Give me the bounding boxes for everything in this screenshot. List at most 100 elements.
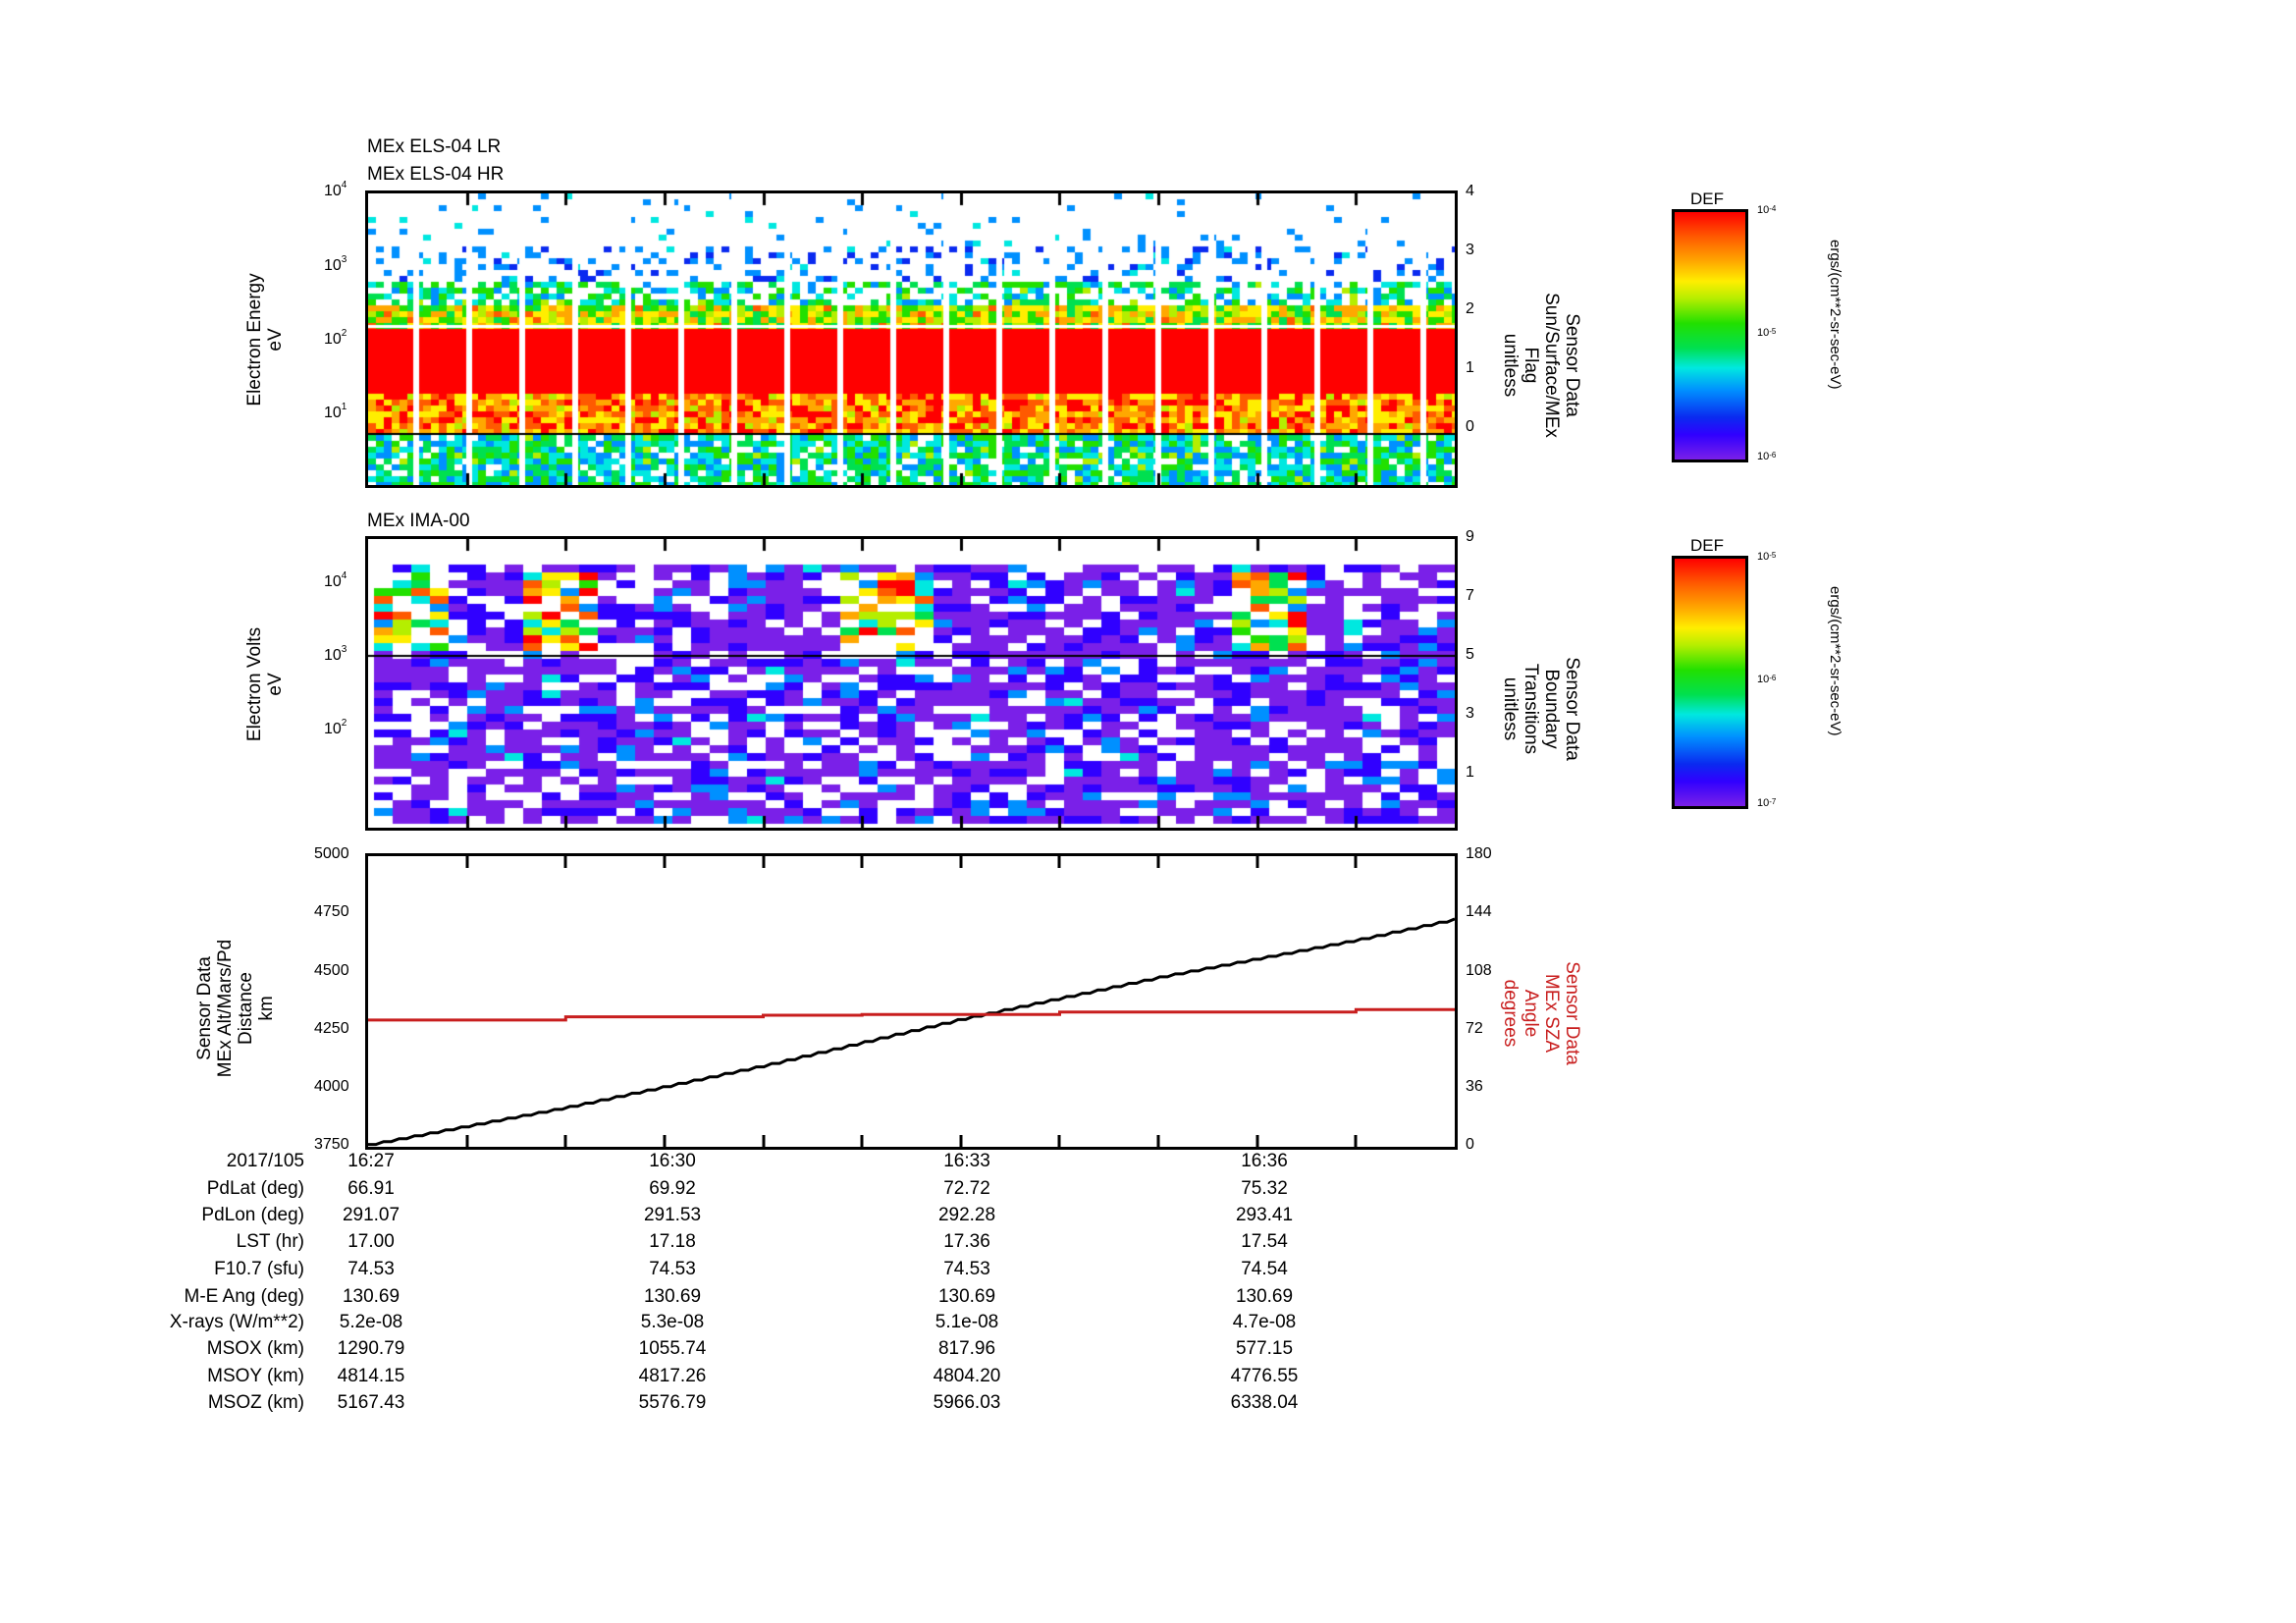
els-cb-tick-top: 10-4	[1757, 204, 1777, 216]
ephem-value: 4817.26	[638, 1366, 707, 1386]
els-colorbar-label: DEF	[1690, 189, 1724, 208]
ephem-label-f107: F10.7 (sfu)	[214, 1259, 304, 1279]
els-ytick-1e4: 104	[324, 180, 347, 199]
orbit-ytick-4500: 4500	[314, 962, 349, 979]
ephem-value: 16:27	[347, 1151, 395, 1171]
ephem-label-me-ang: M-E Ang (deg)	[184, 1286, 305, 1307]
ephem-value: 130.69	[342, 1286, 400, 1307]
ephem-value: 17.54	[1241, 1231, 1288, 1252]
ima-cb-tick-mid: 10-6	[1757, 674, 1777, 685]
els-title-hr: MEx ELS-04 HR	[367, 164, 505, 185]
orbit-yright-36: 36	[1466, 1078, 1483, 1095]
ima-title: MEx IMA-00	[367, 511, 470, 531]
ephem-value: 17.18	[649, 1231, 696, 1252]
ephem-label-msoz: MSOZ (km)	[207, 1392, 304, 1413]
ephem-value: 291.07	[342, 1205, 400, 1225]
ima-ytick-1e4: 104	[324, 570, 347, 590]
ima-spectrogram-canvas	[368, 539, 1455, 828]
els-cb-tick-mid: 10-5	[1757, 327, 1777, 339]
els-yright-4: 4	[1466, 183, 1474, 199]
ephem-value: 5.2e-08	[339, 1312, 403, 1332]
ephem-value: 4776.55	[1230, 1366, 1299, 1386]
els-colorbar	[1672, 209, 1748, 462]
orbit-yright-108: 108	[1466, 962, 1492, 979]
ima-ytick-1e2: 102	[324, 718, 347, 737]
ephem-value: 74.53	[943, 1259, 990, 1279]
ima-ylabel-right: Sensor Data Boundary Transitions unitless	[1500, 657, 1582, 761]
orbit-yright-0: 0	[1466, 1136, 1474, 1153]
ima-ytick-1e3: 103	[324, 644, 347, 664]
ima-ylabel-left: Electron Volts eV	[244, 626, 286, 742]
orbit-ytick-4750: 4750	[314, 903, 349, 920]
ephem-value: 66.91	[347, 1178, 395, 1199]
ephem-value: 130.69	[937, 1286, 996, 1307]
els-ytick-1e2: 102	[324, 328, 347, 348]
ephem-value: 130.69	[1235, 1286, 1294, 1307]
ephem-value: 6338.04	[1230, 1392, 1299, 1413]
ephem-value: 74.53	[649, 1259, 696, 1279]
ima-yright-3: 3	[1466, 705, 1474, 722]
ephem-value: 16:30	[649, 1151, 696, 1171]
els-ytick-1e1: 101	[324, 402, 347, 421]
ephem-value: 17.00	[347, 1231, 395, 1252]
ima-spectrogram[interactable]	[365, 536, 1458, 831]
orbit-ytick-4250: 4250	[314, 1020, 349, 1037]
ephem-value: 5576.79	[638, 1392, 707, 1413]
ephem-value: 5.3e-08	[640, 1312, 705, 1332]
ephem-label-xrays: X-rays (W/m**2)	[169, 1312, 304, 1332]
ephem-value: 5167.43	[337, 1392, 405, 1413]
els-ylabel-right: Sensor Data Sun/Surface/MEx Flag unitless	[1500, 293, 1582, 438]
ephem-label-pdlat: PdLat (deg)	[206, 1178, 304, 1199]
ephem-value: 69.92	[649, 1178, 696, 1199]
ephem-label-pdlon: PdLon (deg)	[201, 1205, 304, 1225]
orbit-line-svg	[368, 856, 1455, 1147]
ephem-label-date: 2017/105	[226, 1151, 304, 1171]
ephem-value: 293.41	[1235, 1205, 1294, 1225]
ephem-value: 1055.74	[638, 1338, 707, 1359]
ephem-label-lst: LST (hr)	[236, 1231, 304, 1252]
els-yright-0: 0	[1466, 418, 1474, 435]
ephem-value: 4814.15	[337, 1366, 405, 1386]
els-yright-3: 3	[1466, 242, 1474, 258]
ima-colorbar-label: DEF	[1690, 536, 1724, 555]
ephem-value: 4804.20	[933, 1366, 1001, 1386]
ephem-value: 16:33	[943, 1151, 990, 1171]
ephem-value: 5.1e-08	[934, 1312, 999, 1332]
els-spectrogram[interactable]	[365, 190, 1458, 488]
ima-yright-7: 7	[1466, 587, 1474, 604]
orbit-yright-180: 180	[1466, 845, 1492, 862]
ima-colorbar-unit: ergs/(cm**2-sr-sec-eV)	[1827, 586, 1843, 736]
ima-yright-1: 1	[1466, 764, 1474, 781]
orbit-ylabel-left: Sensor Data MEx Alt/Mars/Pd Distance km	[194, 939, 277, 1078]
ephem-value: 292.28	[937, 1205, 996, 1225]
altitude-line	[368, 917, 1455, 1147]
orbit-ytick-5000: 5000	[314, 845, 349, 862]
els-title-lr: MEx ELS-04 LR	[367, 136, 502, 157]
els-cb-tick-bottom: 10-6	[1757, 451, 1777, 462]
ephem-value: 4.7e-08	[1232, 1312, 1297, 1332]
ephem-value: 291.53	[643, 1205, 702, 1225]
els-spectrogram-canvas	[368, 193, 1455, 485]
orbit-yright-144: 144	[1466, 903, 1492, 920]
els-ylabel-left: Electron Energy eV	[244, 273, 286, 406]
ephem-label-msox: MSOX (km)	[206, 1338, 304, 1359]
orbit-ylabel-right: Sensor Data MEx SZA Angle degrees	[1500, 961, 1582, 1065]
ephem-value: 1290.79	[337, 1338, 405, 1359]
ima-cb-tick-top: 10-5	[1757, 551, 1777, 563]
ima-yright-9: 9	[1466, 528, 1474, 545]
ephem-value: 75.32	[1241, 1178, 1288, 1199]
sza-line	[368, 1007, 1455, 1022]
ephem-value: 130.69	[643, 1286, 702, 1307]
orbit-ytick-3750: 3750	[314, 1136, 349, 1153]
orbit-ytick-4000: 4000	[314, 1078, 349, 1095]
orbit-line-plot[interactable]	[365, 853, 1458, 1150]
els-colorbar-unit: ergs/(cm**2-sr-sec-eV)	[1827, 240, 1843, 390]
els-ytick-1e3: 103	[324, 254, 347, 274]
ephem-value: 17.36	[943, 1231, 990, 1252]
orbit-yright-72: 72	[1466, 1020, 1483, 1037]
els-yright-2: 2	[1466, 300, 1474, 317]
ephem-label-msoy: MSOY (km)	[207, 1366, 304, 1386]
ephem-value: 74.54	[1241, 1259, 1288, 1279]
ima-cb-tick-bottom: 10-7	[1757, 797, 1777, 809]
ephem-value: 16:36	[1241, 1151, 1288, 1171]
